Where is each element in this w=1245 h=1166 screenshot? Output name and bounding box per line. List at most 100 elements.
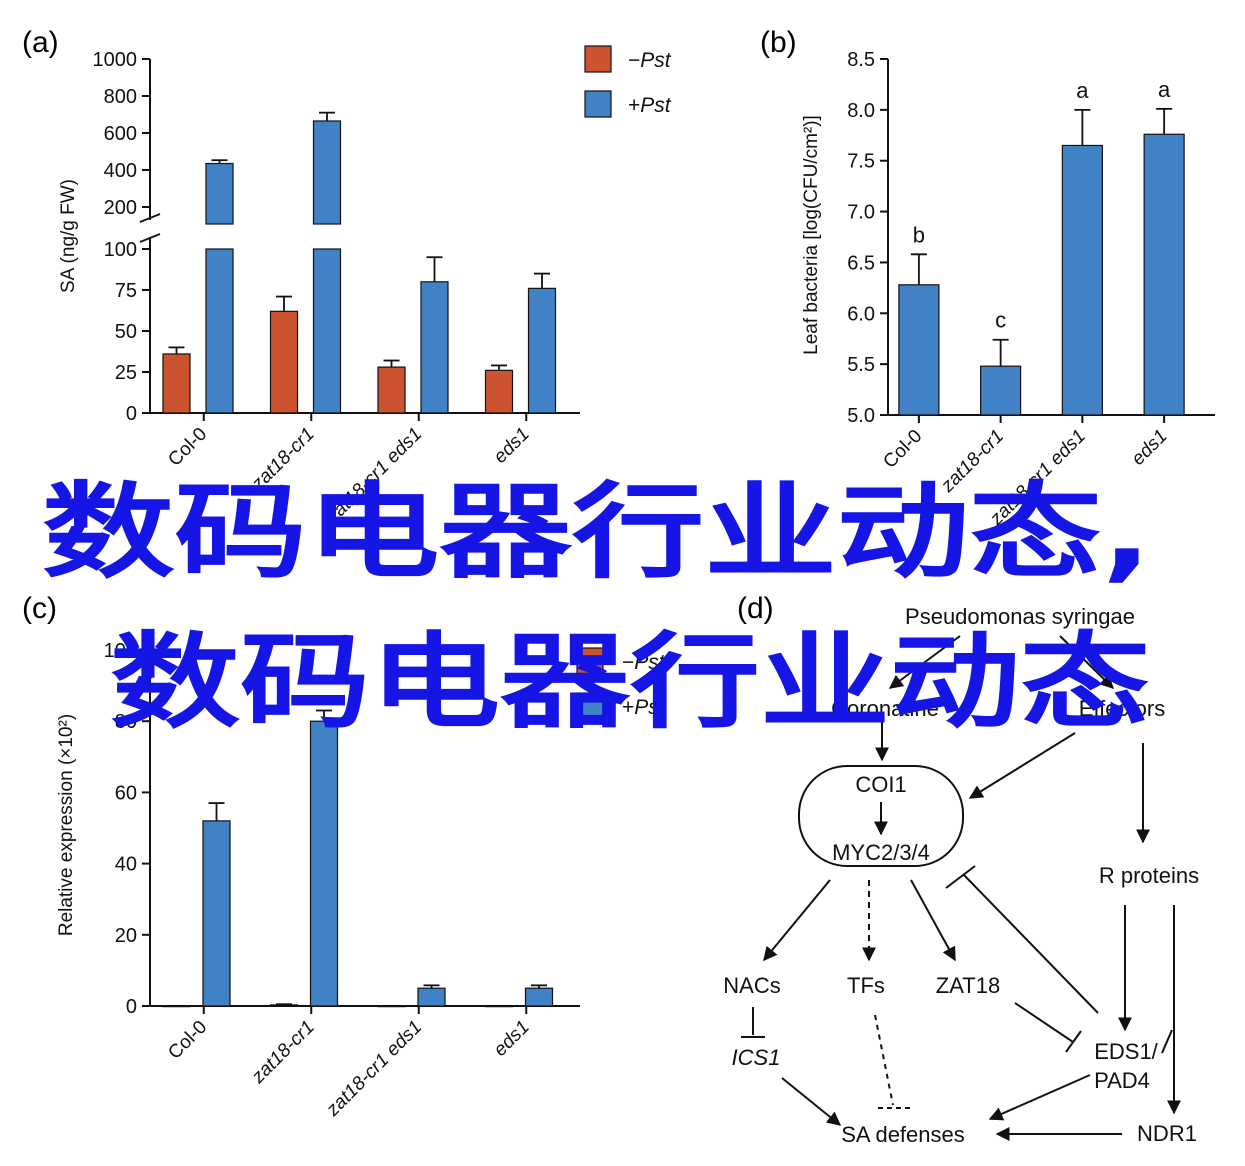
- panel-a-bar-1-0-lower: [205, 248, 234, 414]
- panel-a-ytick-label-100: 100: [104, 239, 137, 261]
- panel-b-bar-3: [1143, 133, 1185, 416]
- panel-a-ytick-label-75: 75: [115, 280, 137, 302]
- panel-c-bar-1-3: [524, 987, 554, 1007]
- node-coronatine: Coronatine: [831, 696, 939, 721]
- panel-b-chart: (b) 5.0 5.5 6.0 6.5 7.0 7.5 8.0 8.5 Leaf bacteria…: [760, 26, 1215, 530]
- panel-a-break-mark-1: [139, 213, 161, 223]
- panel-a-category-0: Col-0: [164, 424, 211, 471]
- panel-b-letter-3: a: [1158, 77, 1171, 102]
- panel-b-letter-0: b: [913, 222, 925, 247]
- panel-c-bar-1-2: [417, 987, 446, 1007]
- panel-c-ytick-label-40: 40: [115, 854, 137, 876]
- panel-c-legend: −Pst +Pst: [576, 647, 666, 720]
- panel-b-bar-1: [980, 365, 1022, 416]
- panel-b-y-label: Leaf bacteria [log(CFU/cm²)]: [801, 115, 822, 355]
- edge-effectors-coi1: [968, 732, 1076, 799]
- panel-d-diagram: (d) Pseudomonas syringae Coronatine Effe…: [723, 592, 1199, 1147]
- edge-myc-zat18: [910, 879, 956, 962]
- panel-b-category-0: Col-0: [879, 426, 926, 473]
- panel-a-ytick-label-0: 0: [126, 403, 137, 425]
- overlay-text: 数码电器行业动态, 数码电器行业动态: [42, 471, 1152, 743]
- panel-c-ytick-label-100: 100: [104, 640, 137, 662]
- panel-a-bar-1-1-lower: [312, 248, 342, 414]
- panel-b-label: (b): [760, 26, 797, 59]
- panel-a-category-3: eds1: [490, 424, 534, 468]
- legend-label-minus-c: −Pst: [622, 651, 666, 674]
- panel-a-bar-1-3: [527, 287, 557, 414]
- panel-b-ytick-label-5.0: 5.0: [847, 405, 875, 427]
- node-nacs: NACs: [723, 973, 780, 998]
- panel-c-category-1: zat18-cr1: [247, 1017, 319, 1089]
- panel-a-bar-0-2: [377, 366, 406, 414]
- panel-b-category-3: eds1: [1128, 426, 1172, 470]
- panel-c-label: (c): [22, 592, 57, 625]
- node-r-proteins: R proteins: [1099, 863, 1199, 888]
- panel-c-bar-0-3: [484, 1005, 514, 1008]
- panel-c-category-0: Col-0: [164, 1017, 211, 1064]
- panel-a-ytick-label-1000: 1000: [93, 49, 138, 71]
- panel-b-ytick-label-7.5: 7.5: [847, 151, 875, 173]
- node-sa-defenses: SA defenses: [841, 1122, 965, 1147]
- panel-a-bar-0-0: [162, 353, 191, 414]
- legend-swatch-minus: [584, 45, 612, 73]
- panel-c-ytick-label-0: 0: [126, 996, 137, 1018]
- panel-d-label: (d): [737, 592, 774, 625]
- panel-a-bar-1-1: [312, 120, 342, 225]
- panel-a-ytick-label-600: 600: [104, 123, 137, 145]
- overlay-line-1: 数码电器行业动态,: [42, 471, 1152, 593]
- panel-b-bar-0: [898, 284, 940, 416]
- panel-a-legend: −Pst +Pst: [584, 45, 672, 118]
- panel-b-ytick-label-8.0: 8.0: [847, 100, 875, 122]
- panel-b-ytick-label-5.5: 5.5: [847, 354, 875, 376]
- node-pseudomonas: Pseudomonas syringae: [905, 604, 1135, 629]
- panel-c-category-2: zat18-cr1 eds1: [322, 1017, 426, 1121]
- edge-ics1-sa: [781, 1077, 842, 1126]
- edge-zat18-inhibits-eds1-bar: [1065, 1030, 1082, 1053]
- node-effectors: Effectors: [1079, 696, 1165, 721]
- edge-pst-coronatine: [888, 635, 961, 689]
- panel-a-bar-0-1: [269, 310, 299, 414]
- panel-a-ytick-label-50: 50: [115, 321, 137, 343]
- legend-swatch-plus: [584, 90, 612, 118]
- edge-pst-effectors: [1059, 635, 1114, 689]
- panel-a-y-label: SA (ng/g FW): [58, 179, 79, 293]
- legend-label-plus-c: +Pst: [622, 696, 666, 719]
- panel-b-ytick-label-8.5: 8.5: [847, 49, 875, 71]
- panel-a-bar-0-3: [484, 369, 514, 414]
- edge-tfs-inhibits-sa: [874, 1014, 894, 1106]
- panel-c-ytick-label-80: 80: [115, 711, 137, 733]
- panel-a-ytick-label-25: 25: [115, 362, 137, 384]
- node-zat18: ZAT18: [936, 973, 1000, 998]
- panel-c-bar-1-1: [309, 720, 339, 1007]
- panel-a-bar-1-2: [420, 281, 449, 414]
- panel-a-ytick-label-800: 800: [104, 86, 137, 108]
- edge-eds1-sa: [988, 1074, 1091, 1121]
- legend-label-minus: −Pst: [628, 49, 672, 72]
- edge-myc-nacs: [763, 879, 831, 962]
- panel-b-ytick-label-6.5: 6.5: [847, 252, 875, 274]
- panel-a-chart: (a) 0 25 50 75 100 200 400 600 800 1000 SA (ng/g FW…: [22, 26, 580, 528]
- edge-eds1-inhibits-myc: [962, 873, 1099, 1014]
- node-eds1: EDS1/: [1094, 1039, 1158, 1064]
- panel-a-bar-1-0: [205, 162, 234, 225]
- panel-c-bar-1-0: [202, 820, 231, 1007]
- legend-swatch-minus-c: [576, 647, 604, 675]
- panel-b-letter-1: c: [995, 308, 1006, 333]
- legend-swatch-plus-c: [576, 692, 604, 720]
- panel-b-ytick-label-6.0: 6.0: [847, 303, 875, 325]
- node-ndr1: NDR1: [1137, 1121, 1197, 1146]
- node-pad4: PAD4: [1094, 1068, 1150, 1093]
- panel-a-label: (a): [22, 26, 59, 59]
- panel-a-ytick-label-400: 400: [104, 160, 137, 182]
- panel-c-bar-0-2: [377, 1005, 406, 1008]
- panel-c-y-label: Relative expression (×10²): [56, 714, 77, 936]
- panel-b-letter-2: a: [1076, 78, 1089, 103]
- panel-a-break-mark-2: [139, 233, 161, 243]
- panel-b-bar-2: [1061, 144, 1103, 416]
- panel-a-ytick-label-200: 200: [104, 197, 137, 219]
- legend-label-plus: +Pst: [628, 94, 672, 117]
- node-myc: MYC2/3/4: [832, 840, 930, 865]
- edge-eds1-pad4-slash: [1161, 1029, 1173, 1054]
- panel-c-ytick-label-20: 20: [115, 925, 137, 947]
